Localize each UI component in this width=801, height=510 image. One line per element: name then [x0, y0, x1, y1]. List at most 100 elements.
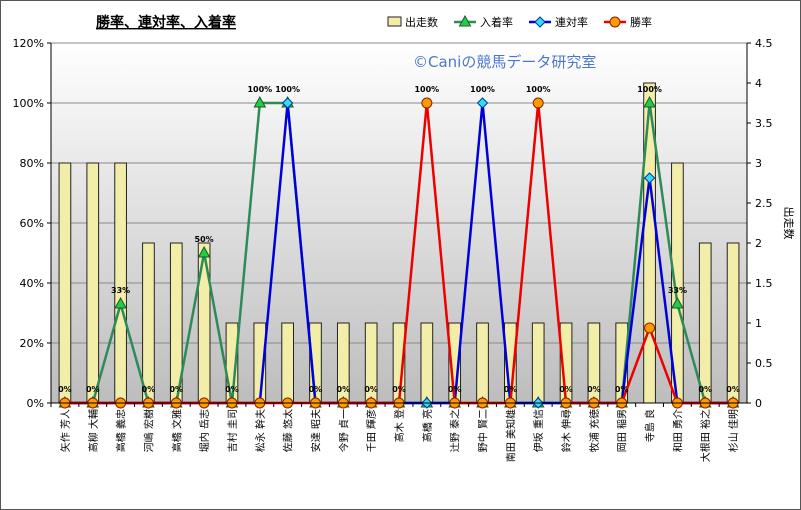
x-tick-label: 佐藤 悠太 — [282, 409, 295, 452]
data-label: 0% — [169, 385, 183, 394]
marker-triangle — [671, 296, 684, 309]
data-label: 0% — [698, 385, 712, 394]
data-label: 100% — [414, 85, 439, 94]
data-label: 100% — [470, 85, 495, 94]
x-tick-label: 高橋 亮 — [421, 409, 434, 442]
x-tick-label: 高橋 文雅 — [170, 409, 183, 452]
legend-entry: 勝率 — [630, 15, 652, 29]
y-tick-label: 40% — [20, 277, 44, 290]
bar — [531, 322, 545, 404]
marker-triangle — [643, 95, 656, 108]
x-axis: 矢作 芳人 高柳 大輔 高橋 義忠 河嶋 宏樹 高橋 文雅 堀内 岳志 吉村 圭司 松永 幹夫… — [50, 402, 747, 462]
marker-diamond — [281, 97, 294, 109]
data-label: 0% — [559, 385, 573, 394]
marker-diamond — [476, 97, 489, 109]
legend-entry: 出走数 — [405, 15, 438, 29]
x-tick-label: 野中 賢二 — [477, 409, 490, 452]
x-tick-label: 安達 昭夫 — [309, 409, 322, 452]
data-label: 0% — [615, 385, 629, 394]
legend-entry: 入着率 — [480, 15, 513, 29]
bar — [114, 162, 127, 404]
data-label: 100% — [275, 85, 300, 94]
data-label: 100% — [637, 85, 662, 94]
y-tick-label: 120% — [13, 37, 44, 50]
marker-circle — [644, 322, 656, 334]
marker-diamond — [643, 172, 656, 184]
y2-tick-label: 2.5 — [755, 197, 773, 210]
x-tick-label: 和田 勇介 — [672, 409, 684, 452]
x-tick-label: 矢作 芳人 — [59, 409, 72, 452]
y2-tick-label: 2 — [755, 237, 762, 250]
legend-entry: 連対率 — [555, 15, 588, 29]
data-label: 33% — [668, 286, 687, 295]
x-tick-label: 千田 輝彦 — [365, 409, 378, 452]
x-tick-label: 牧浦 充徳 — [588, 409, 601, 452]
x-tick-label: 鈴木 伸尋 — [560, 409, 573, 452]
y2-tick-label: 0.5 — [755, 357, 773, 370]
data-label: 0% — [86, 385, 100, 394]
data-label: 33% — [111, 286, 130, 295]
y2-tick-label: 3 — [755, 157, 762, 170]
data-label: 0% — [587, 385, 601, 394]
x-tick-label: 河嶋 宏樹 — [142, 409, 155, 452]
x-tick-label: 大根田 裕之 — [699, 409, 712, 462]
y-tick-label: 0% — [27, 397, 44, 410]
y-tick-label: 20% — [20, 337, 44, 350]
data-label: 0% — [337, 385, 351, 394]
y-tick-label: 100% — [13, 97, 44, 110]
x-tick-label: 松永 幹夫 — [254, 409, 267, 452]
y2-tick-label: 4 — [755, 77, 762, 90]
marker-circle — [532, 97, 544, 109]
y2-tick-label: 1 — [755, 317, 762, 330]
data-label: 0% — [392, 385, 406, 394]
x-tick-label: 寺島 良 — [644, 409, 657, 442]
x-tick-label: 辻野 泰之 — [449, 409, 462, 452]
bar — [197, 242, 211, 404]
marker-circle — [609, 16, 621, 28]
y2-tick-label: 1.5 — [755, 277, 773, 290]
y-tick-label: 80% — [20, 157, 44, 170]
x-tick-label: 岡田 稲男 — [617, 409, 629, 452]
gridlines — [51, 102, 747, 344]
y-axis-left: 0% 20% 40% 60% 80% 100% 120% — [13, 37, 52, 410]
bar — [281, 322, 294, 404]
marker-triangle — [458, 14, 472, 27]
x-tick-label: 南田 美知雄 — [504, 409, 517, 462]
data-label: 0% — [448, 385, 462, 394]
data-label: 0% — [309, 385, 323, 394]
x-tick-label: 高柳 大輔 — [87, 409, 100, 452]
data-label: 100% — [526, 85, 551, 94]
bar — [142, 242, 155, 404]
legend-swatch-bar — [387, 16, 402, 27]
y2-axis-label: 出走数 — [782, 207, 796, 240]
data-label: 0% — [504, 385, 518, 394]
data-label: 0% — [58, 385, 72, 394]
data-label: 100% — [247, 85, 272, 94]
x-tick-label: 高木 登 — [393, 409, 406, 442]
x-tick-label: 高橋 義忠 — [115, 409, 128, 452]
x-tick-label: 杉山 佳明 — [727, 409, 740, 452]
chart-title: 勝率、連対率、入着率 — [96, 14, 236, 31]
bar — [420, 322, 434, 404]
x-tick-label: 今野 貞一 — [337, 409, 350, 452]
y2-tick-label: 0 — [755, 397, 762, 410]
bar — [58, 162, 72, 404]
x-tick-label: 堀内 岳志 — [198, 409, 211, 452]
y-axis-right: 0 0.5 1 1.5 2 2.5 3 3.5 4 4.5 — [746, 37, 773, 410]
marker-triangle — [253, 95, 267, 108]
data-labels: 0% 0%33%0% 0%50%0%100% 100%0% 0% 0% 0%100%0%10… — [58, 85, 740, 394]
bar — [476, 322, 489, 404]
data-label: 0% — [364, 385, 378, 394]
x-tick-label: 吉村 圭司 — [226, 409, 239, 452]
marker-diamond — [534, 16, 546, 28]
watermark-text: ©Caniの競馬データ研究室 — [413, 53, 596, 71]
data-label: 0% — [225, 385, 239, 394]
legend: 出走数 入着率 連対率 勝率 — [387, 14, 652, 29]
y2-tick-label: 3.5 — [755, 117, 773, 130]
marker-circle — [421, 97, 433, 109]
data-label: 0% — [142, 385, 156, 394]
bar — [726, 242, 740, 404]
bar — [698, 242, 712, 404]
